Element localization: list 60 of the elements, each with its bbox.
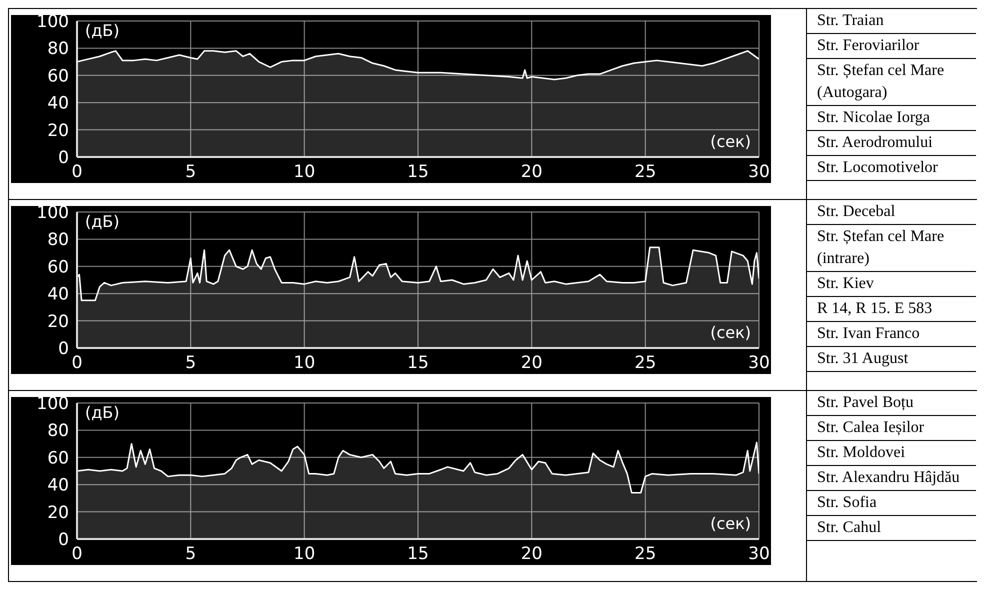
x-tick-label: 10 xyxy=(294,544,316,564)
x-tick-label: 5 xyxy=(185,353,196,374)
y-tick-label: 20 xyxy=(47,312,69,332)
y-tick-label: 0 xyxy=(58,148,69,168)
x-tick-label: 30 xyxy=(748,162,770,182)
y-tick-label: 0 xyxy=(58,530,69,550)
x-tick-label: 20 xyxy=(520,353,542,374)
x-tick-label: 20 xyxy=(520,544,542,564)
text: Str. Aerodromului xyxy=(807,131,976,156)
text: Str. Ștefan cel Mare (Autogara) xyxy=(807,59,976,106)
text: Str. Alexandru Hâjdău xyxy=(807,466,976,491)
x-axis-title: (сек) xyxy=(710,323,751,342)
text: Str. Ștefan cel Mare (intrare) xyxy=(807,225,976,272)
y-axis-title: (дБ) xyxy=(85,212,120,231)
x-tick-label: 15 xyxy=(407,353,429,374)
y-tick-label: 40 xyxy=(47,284,69,305)
text: Str. Kiev xyxy=(807,272,976,297)
x-tick-label: 0 xyxy=(72,353,82,374)
text: Str. Feroviarilor xyxy=(807,34,976,59)
x-tick-label: 0 xyxy=(72,544,82,564)
x-axis-title: (сек) xyxy=(710,514,751,533)
text: Str. Decebal xyxy=(807,200,976,225)
y-tick-label: 0 xyxy=(58,339,69,360)
x-tick-label: 30 xyxy=(748,353,770,374)
y-tick-label: 80 xyxy=(47,39,69,60)
y-tick-label: 20 xyxy=(47,120,69,141)
x-tick-label: 25 xyxy=(634,353,656,374)
text: Str. Locomotivelor xyxy=(807,156,976,181)
x-tick-label: 5 xyxy=(185,162,196,182)
text: R 14, R 15. E 583 xyxy=(807,297,976,322)
x-tick-label: 10 xyxy=(294,353,316,374)
x-tick-label: 5 xyxy=(185,544,196,564)
text: Str. Ivan Franco xyxy=(807,322,976,347)
text: Str. 31 August xyxy=(807,347,976,372)
y-tick-label: 80 xyxy=(47,421,69,442)
x-tick-label: 25 xyxy=(634,162,656,182)
text: Str. Cahul xyxy=(807,516,976,541)
y-axis-title: (дБ) xyxy=(85,21,120,40)
y-tick-label: 60 xyxy=(47,257,69,278)
text: Str. Pavel Boțu xyxy=(807,391,976,416)
y-tick-label: 60 xyxy=(47,448,69,468)
x-tick-label: 0 xyxy=(72,162,82,182)
x-tick-label: 25 xyxy=(634,544,656,564)
y-tick-label: 60 xyxy=(47,66,69,86)
y-tick-label: 40 xyxy=(47,94,69,114)
x-tick-label: 20 xyxy=(520,162,542,182)
text: Str. Calea Ieșilor xyxy=(807,416,976,441)
y-tick-label: 40 xyxy=(47,476,69,496)
text: Str. Traian xyxy=(807,9,976,34)
y-tick-label: 20 xyxy=(47,502,69,523)
text: Str. Sofia xyxy=(807,491,976,516)
x-tick-label: 15 xyxy=(407,544,429,564)
text: Str. Moldovei xyxy=(807,441,976,466)
x-tick-label: 10 xyxy=(294,162,316,182)
x-axis-title: (сек) xyxy=(710,132,751,151)
y-tick-label: 80 xyxy=(47,230,69,250)
x-tick-label: 15 xyxy=(407,162,429,182)
text: Str. Nicolae Iorga xyxy=(807,106,976,131)
x-tick-label: 30 xyxy=(748,544,770,564)
y-axis-title: (дБ) xyxy=(85,403,120,422)
